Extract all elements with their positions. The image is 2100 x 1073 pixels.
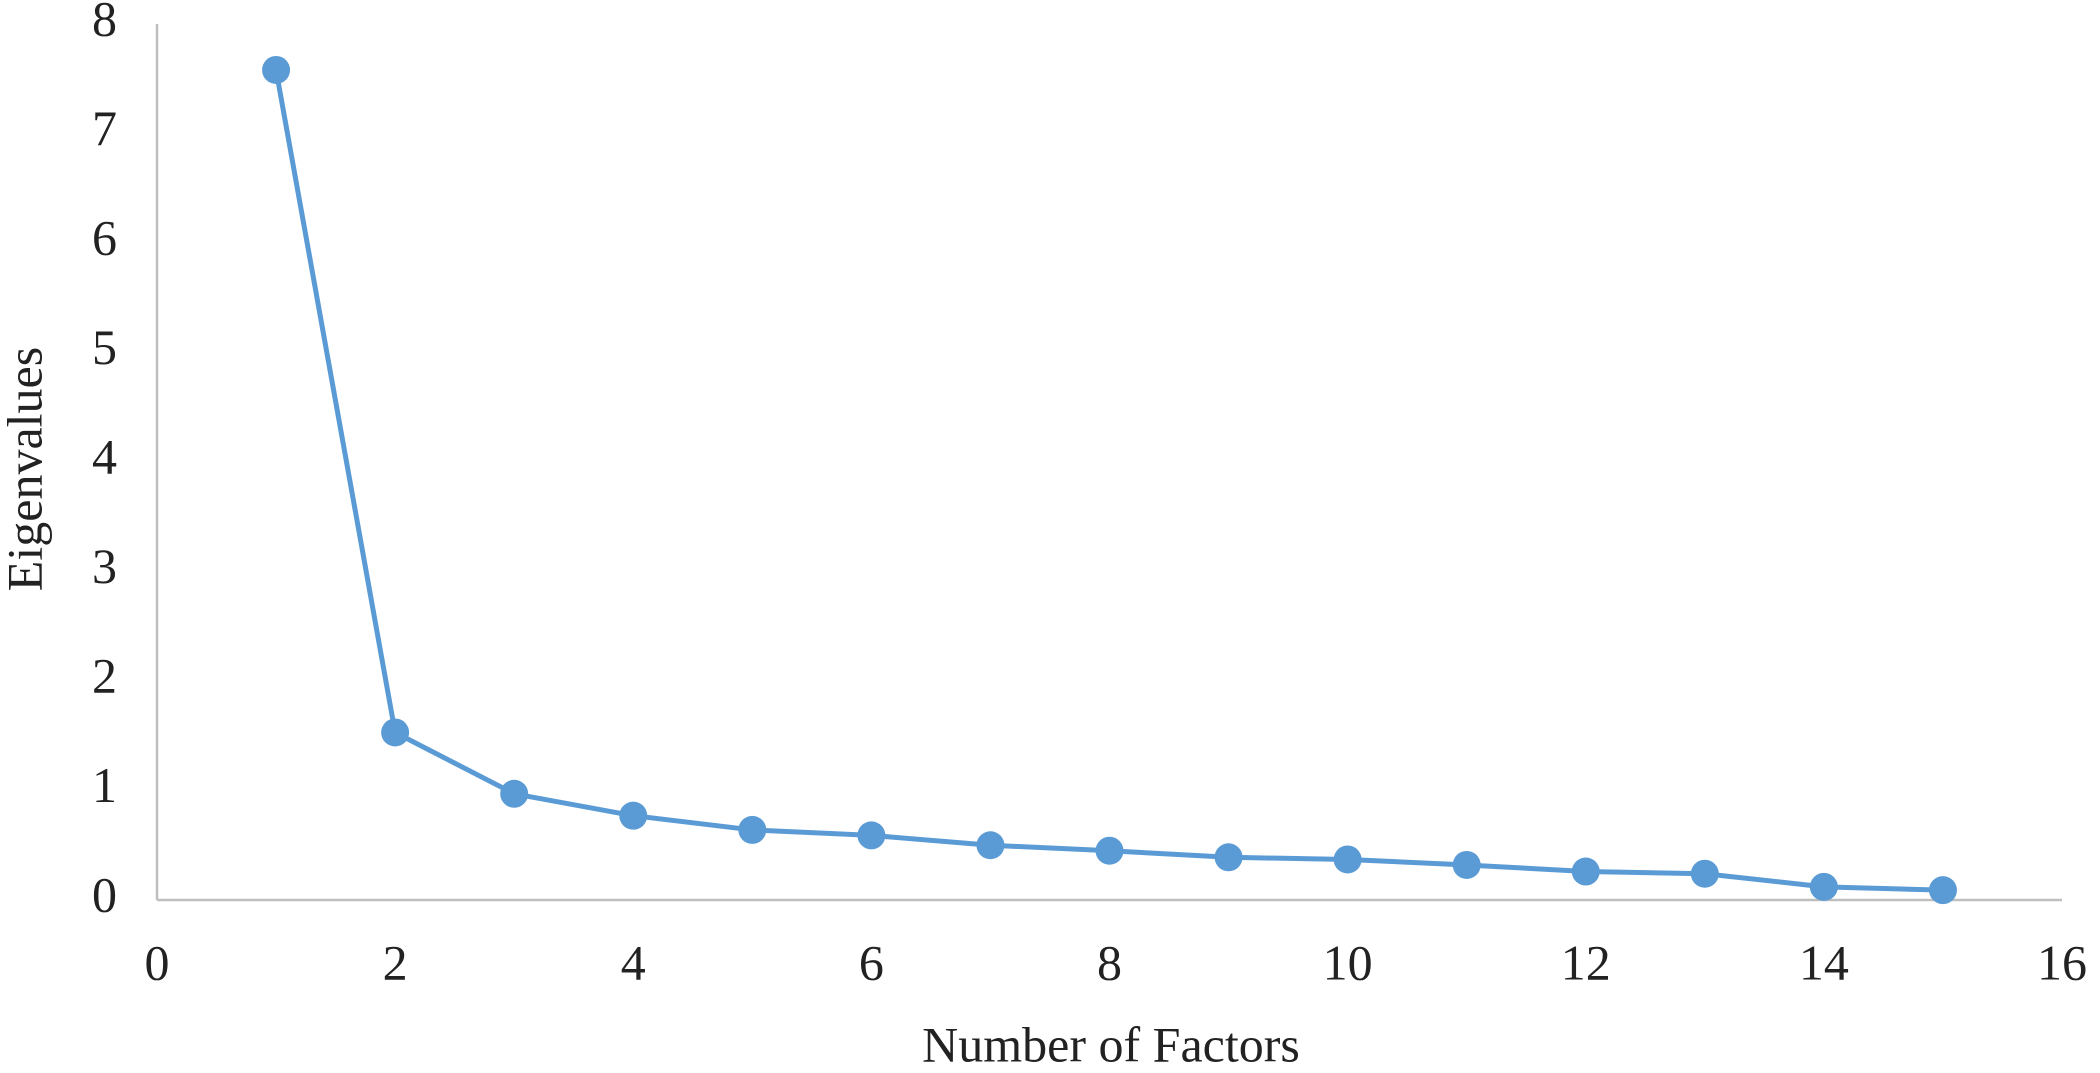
y-tick-label: 5 [92, 319, 117, 375]
point [500, 779, 529, 808]
x-axis-title: Number of Factors [922, 1016, 1300, 1072]
point [619, 801, 648, 830]
line [273, 69, 1944, 893]
x-tick-label: 16 [2037, 934, 2087, 990]
point [1928, 876, 1957, 905]
point [1452, 850, 1481, 879]
y-tick-label: 3 [92, 538, 117, 594]
point [857, 821, 886, 850]
point [1333, 845, 1362, 874]
y-axis-title: Eigenvalues [0, 347, 52, 591]
x-tick-label: 0 [145, 934, 170, 990]
point [1214, 843, 1243, 872]
y-tick-label: 2 [92, 647, 117, 703]
y-tick-label: 7 [92, 100, 117, 156]
y-tick-label: 4 [92, 428, 117, 484]
x-tick-label: 2 [383, 934, 408, 990]
x-tick-label: 12 [1561, 934, 1611, 990]
y-tick-label: 0 [92, 866, 117, 922]
x-tick-label: 4 [621, 934, 646, 990]
point [1095, 836, 1124, 865]
y-tick-label: 6 [92, 209, 117, 265]
point [262, 55, 291, 84]
point [381, 718, 410, 747]
y-tick-label: 1 [92, 757, 117, 813]
point [1809, 872, 1838, 901]
point [1571, 857, 1600, 886]
x-tick-label: 14 [1799, 934, 1849, 990]
y-tick-label: 8 [92, 0, 117, 46]
point [1690, 859, 1719, 888]
x-tick-label: 6 [859, 934, 884, 990]
point [976, 831, 1005, 860]
x-tick-label: 10 [1323, 934, 1373, 990]
point [738, 815, 767, 844]
x-tick-label: 8 [1097, 934, 1122, 990]
